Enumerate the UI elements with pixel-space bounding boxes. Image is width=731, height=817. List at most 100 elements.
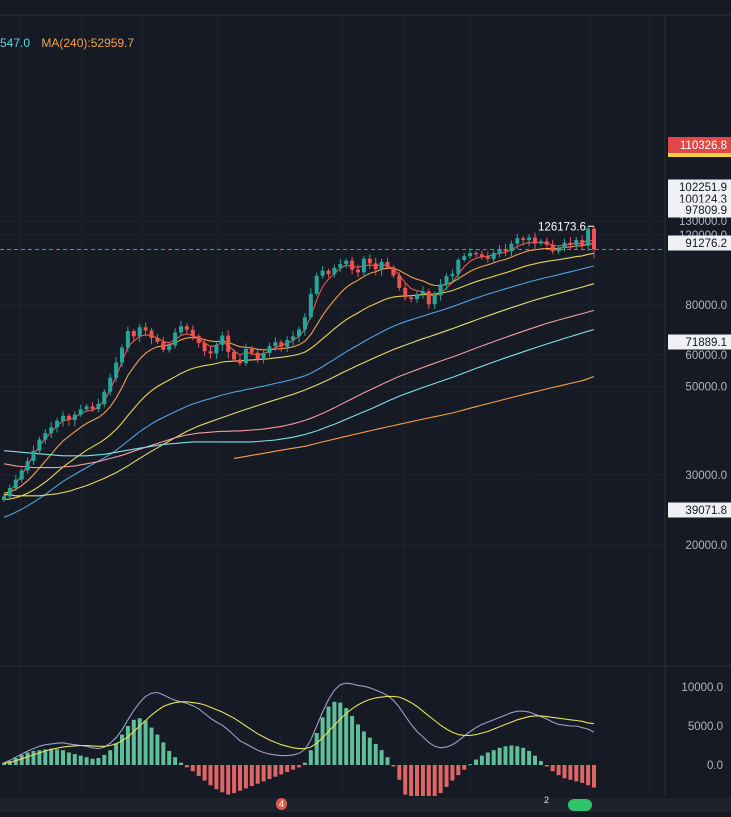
candle-body[interactable] <box>415 294 419 299</box>
candle-body[interactable] <box>474 253 478 255</box>
candle-body[interactable] <box>373 263 378 270</box>
candle-body[interactable] <box>31 450 36 462</box>
candle-body[interactable] <box>84 406 89 410</box>
candle-body[interactable] <box>279 342 284 347</box>
candle-body[interactable] <box>308 293 313 318</box>
candle-body[interactable] <box>7 488 12 497</box>
candle-body[interactable] <box>497 249 502 254</box>
candle-body[interactable] <box>450 273 455 277</box>
candle-body[interactable] <box>114 362 119 378</box>
candle-body[interactable] <box>326 270 331 275</box>
candle-body[interactable] <box>468 253 473 257</box>
macd-pane[interactable] <box>2 682 596 809</box>
candle-body[interactable] <box>592 228 596 250</box>
candle-body[interactable] <box>220 335 225 345</box>
candle-body[interactable] <box>503 249 508 252</box>
candle-body[interactable] <box>202 342 207 352</box>
candle-body[interactable] <box>66 415 71 421</box>
candle-body[interactable] <box>568 242 573 246</box>
candle-body[interactable] <box>149 330 154 338</box>
candle-body[interactable] <box>238 359 242 364</box>
candle-body[interactable] <box>356 269 360 273</box>
candle-body[interactable] <box>267 346 272 353</box>
candle-body[interactable] <box>338 264 343 268</box>
candle-body[interactable] <box>391 267 396 276</box>
candle-body[interactable] <box>556 248 561 252</box>
candle-body[interactable] <box>350 260 355 270</box>
candle-body[interactable] <box>72 414 77 421</box>
candle-body[interactable] <box>379 261 384 270</box>
candle-body[interactable] <box>90 406 95 410</box>
candle-body[interactable] <box>43 433 48 440</box>
candle-body[interactable] <box>173 332 178 346</box>
candle-body[interactable] <box>403 287 408 298</box>
candle-body[interactable] <box>261 352 266 360</box>
candle-body[interactable] <box>409 297 414 299</box>
candle-body[interactable] <box>509 243 514 252</box>
candle-body[interactable] <box>61 415 65 421</box>
candle-body[interactable] <box>49 427 54 434</box>
candle-body[interactable] <box>297 329 301 337</box>
macd-axis[interactable]: 10000.0 5000.0 0.0 <box>681 682 723 772</box>
candle-body[interactable] <box>108 377 113 392</box>
candle-body[interactable] <box>196 336 201 343</box>
candle-body[interactable] <box>538 241 543 244</box>
candle-body[interactable] <box>533 237 537 244</box>
candle-body[interactable] <box>125 330 130 348</box>
candle-body[interactable] <box>574 240 579 246</box>
candle-body[interactable] <box>226 335 231 352</box>
candle-body[interactable] <box>184 326 189 330</box>
candle-body[interactable] <box>190 329 195 337</box>
candle-body[interactable] <box>485 256 490 259</box>
candle-body[interactable] <box>25 461 30 471</box>
candle-body[interactable] <box>314 275 319 294</box>
candle-body[interactable] <box>320 270 325 276</box>
ma240-legend[interactable]: MA(240):52959.7 <box>41 36 134 50</box>
candle-body[interactable] <box>78 409 83 415</box>
candle-body[interactable] <box>527 237 532 241</box>
candle-body[interactable] <box>243 348 248 364</box>
candle-body[interactable] <box>438 284 443 296</box>
candle-body[interactable] <box>143 327 148 331</box>
candle-body[interactable] <box>397 275 402 288</box>
candle-body[interactable] <box>580 240 585 246</box>
candle-body[interactable] <box>167 345 172 350</box>
candle-body[interactable] <box>19 470 24 480</box>
candle-body[interactable] <box>161 341 166 350</box>
candle-body[interactable] <box>13 479 18 489</box>
candle-body[interactable] <box>96 403 101 410</box>
candle-body[interactable] <box>456 259 461 274</box>
candle-body[interactable] <box>420 291 425 295</box>
candle-body[interactable] <box>249 348 254 353</box>
candle-body[interactable] <box>426 291 431 305</box>
candle-body[interactable] <box>137 327 142 337</box>
candlestick-series[interactable] <box>2 226 596 503</box>
candle-body[interactable] <box>120 347 124 363</box>
candle-body[interactable] <box>344 260 349 265</box>
candle-body[interactable] <box>55 420 60 428</box>
candle-body[interactable] <box>208 351 213 354</box>
candle-body[interactable] <box>479 254 484 257</box>
candle-body[interactable] <box>432 295 437 305</box>
candle-body[interactable] <box>332 267 337 275</box>
candle-body[interactable] <box>544 241 549 245</box>
candle-body[interactable] <box>291 336 296 341</box>
candle-body[interactable] <box>214 344 219 354</box>
candle-body[interactable] <box>586 228 591 246</box>
price-axis[interactable]: 130000.0120000.080000.060000.050000.0300… <box>679 216 727 552</box>
candle-body[interactable] <box>155 337 160 342</box>
candle-body[interactable] <box>285 340 290 347</box>
candle-body[interactable] <box>302 317 307 330</box>
candle-body[interactable] <box>521 238 526 241</box>
candle-body[interactable] <box>444 276 449 285</box>
candle-body[interactable] <box>550 244 555 252</box>
candle-body[interactable] <box>179 326 183 333</box>
candle-body[interactable] <box>37 439 42 451</box>
candle-body[interactable] <box>361 258 366 273</box>
candle-body[interactable] <box>385 261 390 268</box>
candle-body[interactable] <box>255 352 260 360</box>
candle-body[interactable] <box>562 242 567 249</box>
candle-body[interactable] <box>462 256 467 260</box>
